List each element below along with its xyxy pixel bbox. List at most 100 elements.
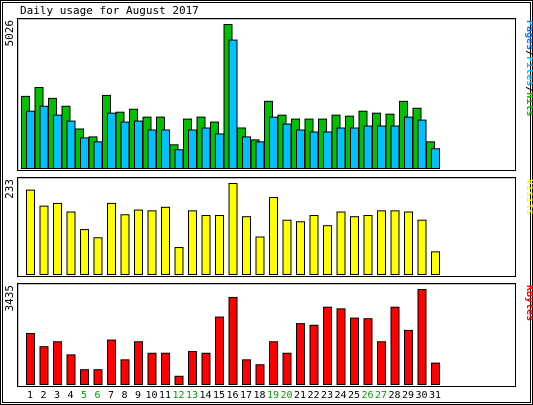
- bar-visits-day-5: [80, 229, 89, 275]
- bar-files-day-13: [188, 129, 197, 170]
- bar-visits-day-18: [255, 236, 265, 275]
- bar-visits-day-14: [201, 215, 211, 276]
- bar-visits-day-10: [147, 210, 157, 275]
- bar-kbytes-day-22: [309, 324, 319, 385]
- day-label-4: 4: [67, 390, 73, 401]
- day-label-21: 21: [294, 390, 306, 401]
- bar-files-day-25: [350, 127, 359, 169]
- bar-kbytes-day-13: [188, 351, 197, 386]
- bar-visits-day-28: [390, 210, 400, 275]
- bar-kbytes-day-24: [336, 308, 346, 385]
- bar-files-day-23: [323, 131, 332, 169]
- bar-files-day-20: [282, 123, 292, 170]
- bar-visits-day-19: [269, 197, 278, 275]
- panel-frame: [17, 177, 516, 277]
- bar-kbytes-day-1: [26, 333, 35, 386]
- bar-files-day-27: [377, 125, 386, 170]
- bar-files-day-14: [201, 127, 211, 169]
- day-label-11: 11: [159, 390, 171, 401]
- bar-files-day-2: [39, 105, 49, 169]
- bar-visits-day-26: [363, 215, 373, 276]
- bar-files-day-21: [296, 129, 305, 170]
- bar-kbytes-day-15: [215, 316, 224, 386]
- day-label-16: 16: [226, 390, 238, 401]
- bar-visits-day-29: [404, 211, 413, 275]
- bar-visits-day-11: [161, 206, 170, 275]
- day-label-14: 14: [199, 390, 211, 401]
- bar-visits-day-13: [188, 210, 197, 275]
- bar-kbytes-day-8: [120, 359, 130, 385]
- bar-kbytes-day-25: [350, 317, 359, 386]
- bar-files-day-22: [309, 131, 319, 169]
- bar-kbytes-day-14: [201, 352, 211, 385]
- bar-visits-day-7: [107, 202, 116, 275]
- day-label-15: 15: [213, 390, 225, 401]
- bar-files-day-11: [161, 129, 170, 170]
- bar-visits-day-6: [93, 237, 103, 275]
- bar-kbytes-day-18: [255, 364, 265, 385]
- panel-max-label: 5026: [3, 20, 16, 47]
- bar-files-day-7: [107, 112, 116, 169]
- bar-files-day-31: [431, 148, 440, 169]
- day-label-2: 2: [40, 390, 46, 401]
- bar-kbytes-day-19: [269, 341, 278, 385]
- panel-frame: [17, 283, 516, 387]
- bar-visits-day-30: [417, 219, 427, 275]
- day-label-25: 25: [348, 390, 360, 401]
- bar-files-day-30: [417, 119, 427, 169]
- day-label-26: 26: [361, 390, 373, 401]
- bar-kbytes-day-6: [93, 369, 103, 386]
- bar-kbytes-day-17: [242, 359, 251, 385]
- day-label-18: 18: [253, 390, 265, 401]
- bar-visits-day-4: [66, 211, 76, 275]
- day-label-12: 12: [172, 390, 184, 401]
- bar-files-day-5: [80, 137, 89, 170]
- day-label-20: 20: [280, 390, 292, 401]
- bar-kbytes-day-31: [431, 362, 440, 385]
- bar-kbytes-day-29: [404, 329, 413, 385]
- day-label-29: 29: [402, 390, 414, 401]
- bar-kbytes-day-26: [363, 318, 373, 385]
- bar-files-day-9: [134, 120, 143, 170]
- day-label-30: 30: [415, 390, 427, 401]
- bar-kbytes-day-20: [282, 352, 292, 385]
- bar-files-day-6: [93, 141, 103, 170]
- day-label-31: 31: [429, 390, 441, 401]
- bar-files-day-4: [66, 120, 76, 170]
- panel-legend: Pages/Files/Hits: [524, 20, 533, 116]
- legend-entry: Visits: [524, 179, 533, 215]
- day-label-28: 28: [388, 390, 400, 401]
- bar-kbytes-day-23: [323, 306, 332, 385]
- legend-separator: /: [524, 50, 533, 56]
- panel-max-label: 233: [3, 179, 16, 199]
- legend-entry: Hits: [524, 92, 533, 116]
- bar-visits-day-20: [282, 219, 292, 275]
- bar-visits-day-22: [309, 215, 319, 276]
- day-label-1: 1: [27, 390, 33, 401]
- day-label-8: 8: [121, 390, 127, 401]
- bar-kbytes-day-7: [107, 339, 116, 386]
- bar-kbytes-day-9: [134, 341, 143, 385]
- bar-kbytes-day-5: [80, 369, 89, 386]
- bar-visits-day-3: [53, 202, 62, 275]
- bar-files-day-16: [228, 39, 238, 169]
- bar-files-day-29: [404, 116, 413, 169]
- bar-kbytes-day-27: [377, 341, 386, 385]
- legend-entry: Pages: [524, 20, 533, 50]
- bar-visits-day-12: [174, 247, 184, 275]
- bar-kbytes-day-30: [417, 289, 427, 385]
- bar-visits-day-1: [26, 189, 35, 275]
- bar-files-day-12: [174, 149, 184, 169]
- day-label-5: 5: [81, 390, 87, 401]
- bar-kbytes-day-3: [53, 341, 62, 385]
- bar-visits-day-17: [242, 216, 251, 275]
- panel-visits: 233 Visits: [3, 177, 533, 277]
- bar-visits-day-2: [39, 205, 49, 275]
- day-label-23: 23: [321, 390, 333, 401]
- day-label-19: 19: [267, 390, 279, 401]
- day-label-22: 22: [307, 390, 319, 401]
- day-label-6: 6: [94, 390, 100, 401]
